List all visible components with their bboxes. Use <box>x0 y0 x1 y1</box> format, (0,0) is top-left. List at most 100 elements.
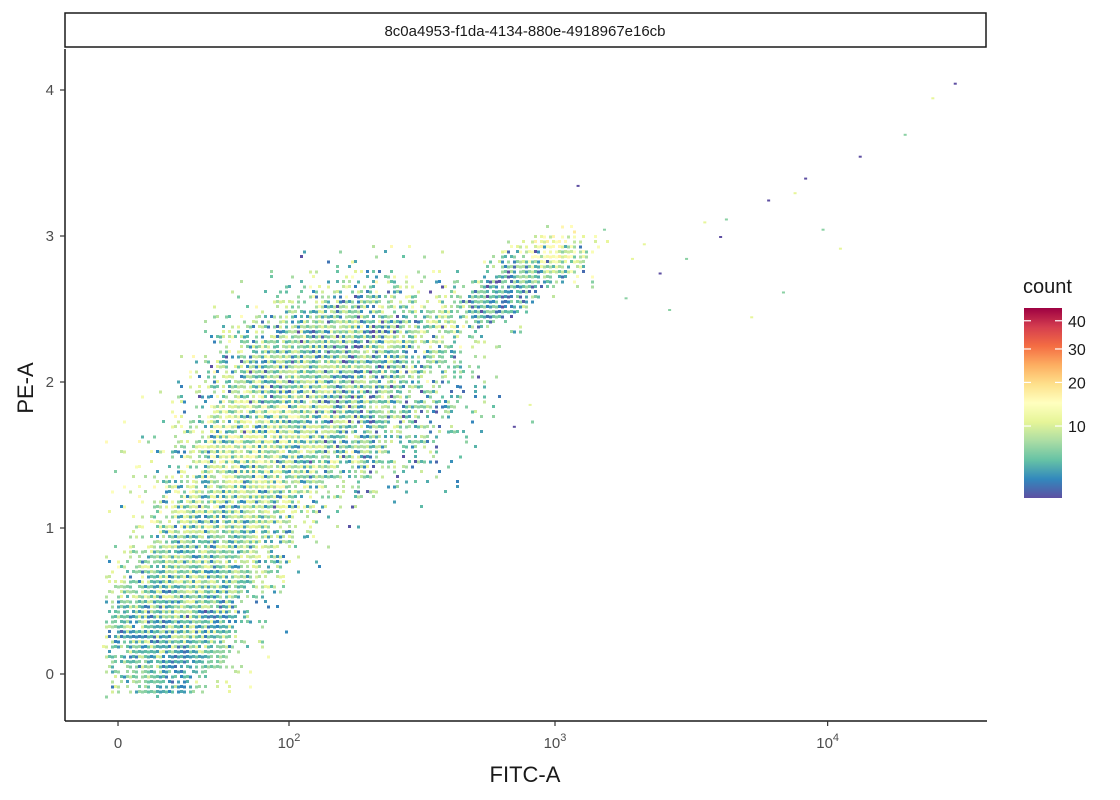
hexbin-cell <box>141 565 144 569</box>
hexbin-cell <box>264 575 267 578</box>
hexbin-cell <box>114 655 117 658</box>
hexbin-cell <box>132 640 135 643</box>
hexbin-cell <box>162 550 165 553</box>
hexbin-cell <box>153 575 156 579</box>
hexbin-cell <box>219 660 222 664</box>
hexbin-cell <box>171 655 174 659</box>
hexbin-cell <box>228 580 231 583</box>
hexbin-cell <box>147 630 150 634</box>
hexbin-cell <box>117 635 120 639</box>
hexbin-cell <box>180 590 183 593</box>
hexbin-cell <box>162 590 165 593</box>
hexbin-cell <box>273 500 276 504</box>
hexbin-cell <box>108 625 111 628</box>
hexbin-cell <box>216 615 219 618</box>
hexbin-cell <box>156 675 159 678</box>
hexbin-cell <box>210 555 213 558</box>
hexbin-cell <box>117 670 120 674</box>
hexbin-cell <box>147 670 150 674</box>
hexbin-cell <box>129 640 132 644</box>
hexbin-cell <box>216 680 219 683</box>
hexbin-cell <box>210 635 213 638</box>
hexbin-cell <box>117 640 120 644</box>
hexbin-cell <box>195 640 198 644</box>
hexbin-cell <box>183 655 186 659</box>
hexbin-cell <box>228 570 231 573</box>
hexbin-cell <box>153 680 156 684</box>
hexbin-cell <box>138 645 141 648</box>
hexbin-cell <box>138 660 141 663</box>
hexbin-cell <box>183 685 186 689</box>
hexbin-cell <box>174 605 177 608</box>
hexbin-cell <box>156 520 159 523</box>
hexbin-cell <box>246 570 249 573</box>
hexbin-cell <box>264 525 267 528</box>
hexbin-cell <box>210 560 213 563</box>
hexbin-cell <box>123 675 126 679</box>
hexbin-cell <box>165 585 168 589</box>
hexbin-cell <box>138 680 141 683</box>
hexbin-cell <box>126 585 129 588</box>
hexbin-cell <box>135 570 138 574</box>
hexbin-cell <box>195 555 198 559</box>
hexbin-cell <box>285 560 288 564</box>
hexbin-cell <box>192 650 195 653</box>
hexbin-cell <box>267 530 270 534</box>
hexbin-cell <box>207 600 210 604</box>
hexbin-cell <box>288 475 291 478</box>
hexbin-cell <box>138 585 141 588</box>
hexbin-cell <box>141 560 144 564</box>
hexbin-cell <box>306 510 309 513</box>
hexbin-cell <box>141 690 144 694</box>
hexbin-cell <box>234 585 237 588</box>
hexbin-cell <box>168 645 171 648</box>
hexbin-cell <box>114 670 117 673</box>
hexbin-cell <box>129 625 132 629</box>
hexbin-cell <box>210 630 213 633</box>
hexbin-cell <box>180 545 183 548</box>
hexbin-cell <box>150 545 153 548</box>
hexbin-cell <box>147 560 150 564</box>
hexbin-cell <box>150 670 153 673</box>
hexbin-cell <box>123 655 126 659</box>
hexbin-cell <box>120 625 123 628</box>
hexbin-cell <box>222 610 225 613</box>
hexbin-cell <box>228 600 231 603</box>
hexbin-cell <box>165 580 168 584</box>
hexbin-cell <box>105 625 108 629</box>
hexbin-cell <box>141 570 144 574</box>
hexbin-cell <box>165 640 168 644</box>
hexbin-cell <box>279 335 282 339</box>
hexbin-cell <box>219 645 222 649</box>
hexbin-cell <box>237 610 240 614</box>
hexbin-cell <box>240 640 243 643</box>
hexbin-cell <box>249 500 252 504</box>
hexbin-cell <box>243 460 246 464</box>
hexbin-cell <box>180 595 183 598</box>
hexbin-cell <box>162 670 165 673</box>
hexbin-cell <box>180 675 183 678</box>
hexbin-cell <box>180 640 183 643</box>
hexbin-cell <box>165 665 168 669</box>
hexbin-cell <box>174 560 177 563</box>
hexbin-cell <box>183 670 186 674</box>
hexbin-cell <box>216 605 219 608</box>
hexbin-cell <box>177 635 180 639</box>
hexbin-cell <box>213 520 216 524</box>
hexbin-cell <box>258 505 261 508</box>
hexbin-cell <box>192 690 195 693</box>
hexbin-cell <box>153 580 156 584</box>
hexbin-cell <box>234 575 237 578</box>
hexbin-cell <box>171 540 174 544</box>
hexbin-cell <box>252 580 255 583</box>
hexbin-cell <box>108 560 111 563</box>
hexbin-cell <box>222 505 225 508</box>
hexbin-cell <box>117 605 120 609</box>
hexbin-cell <box>153 640 156 644</box>
hexbin-cell <box>294 510 297 513</box>
hexbin-cell <box>168 575 171 578</box>
hexbin-cell <box>189 600 192 604</box>
hexbin-cell <box>252 540 255 543</box>
hexbin-cell <box>195 590 198 594</box>
hexbin-cell <box>258 540 261 543</box>
